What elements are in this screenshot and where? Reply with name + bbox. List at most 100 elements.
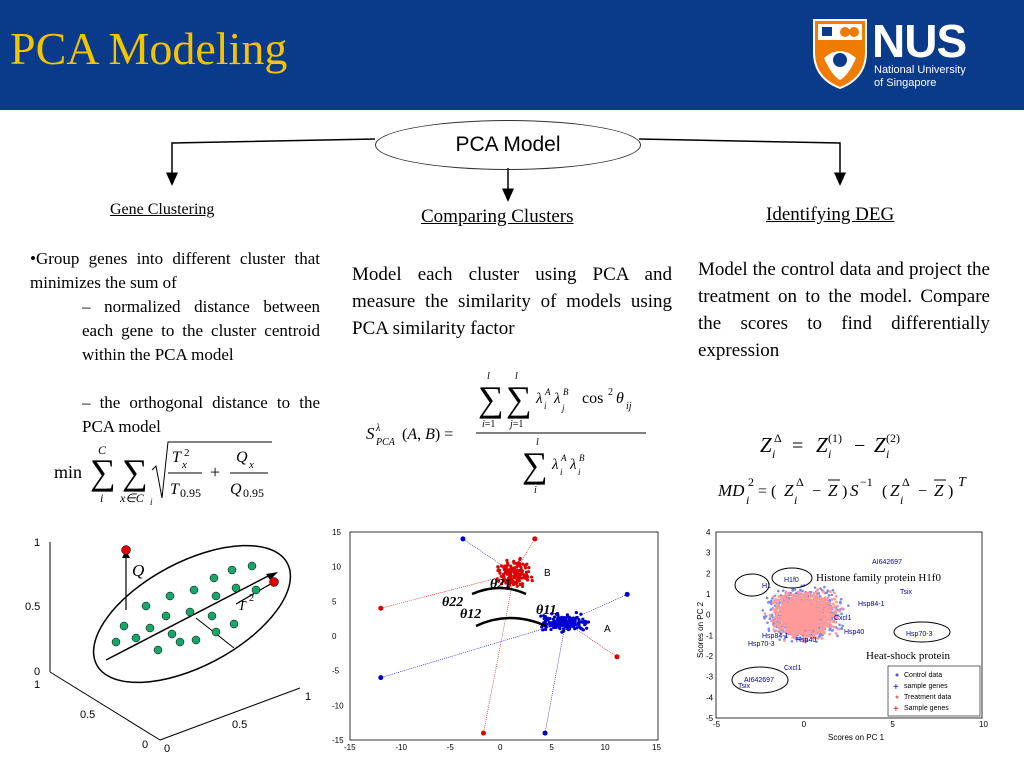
right-treatment-point [813, 595, 816, 599]
mid-point-b [523, 563, 527, 567]
right-control-point [827, 594, 831, 597]
svg-text:2: 2 [608, 387, 613, 398]
mid-point-b [525, 578, 530, 582]
right-control-point [776, 589, 780, 593]
right-control-point [778, 638, 781, 641]
right-control-point [769, 608, 773, 611]
svg-text:T: T [958, 475, 967, 490]
legend-treatment: Treatment data [904, 694, 951, 701]
right-treatment-point [837, 627, 841, 631]
right-treatment-point [771, 601, 775, 605]
right-treatment-point [798, 631, 802, 635]
right-treatment-point [805, 637, 809, 641]
right-treatment-point [809, 616, 813, 620]
right-control-point [764, 615, 768, 618]
right-treatment-point [783, 610, 787, 614]
svg-text:(: ( [882, 483, 887, 500]
mid-point-a [574, 610, 578, 615]
mid-x-tick: -10 [395, 743, 407, 752]
right-control-point [847, 604, 850, 607]
mid-point-a [552, 619, 556, 623]
mid-point-b [514, 572, 518, 576]
svg-text:x∈C: x∈C [119, 491, 145, 505]
mid-point-b [515, 581, 519, 586]
svg-text:i: i [794, 493, 797, 507]
mid-point-b [509, 564, 513, 568]
mid-point-a [549, 627, 553, 632]
right-treatment-point [791, 616, 795, 619]
right-control-point [761, 609, 765, 612]
right-treatment-point [825, 604, 829, 608]
right-treatment-point [810, 594, 814, 597]
svg-text:min: min [54, 462, 82, 482]
svg-text:∑: ∑ [522, 445, 548, 485]
right-treatment-point [793, 593, 797, 597]
mid-point-a [543, 627, 548, 632]
mid-point-a [542, 617, 546, 621]
right-y-tick: -2 [706, 652, 714, 661]
svg-text:−: − [918, 483, 927, 500]
annotation-heat-shock: Heat-shock protein [866, 650, 950, 662]
right-treatment-point [820, 621, 824, 625]
right-treatment-point [779, 608, 783, 611]
gene-label-13: AI642697 [744, 677, 774, 684]
comparing-clusters-heading: Comparing Clusters [421, 206, 574, 227]
comparing-clusters-body: Model each cluster using PCA and measure… [352, 264, 672, 339]
right-treatment-point [811, 625, 815, 629]
mid-vector-head [614, 654, 620, 660]
right-control-point [796, 636, 800, 640]
svg-text:i: i [150, 497, 153, 507]
right-treatment-point [787, 627, 791, 630]
identifying-deg-body: Model the control data and project the t… [698, 259, 990, 361]
deg-formula: Z i Δ = Z i (1) − Z i (2) MD i 2 = ( Z i… [717, 431, 967, 507]
right-legend: Control data sample genes Treatment data… [887, 665, 981, 717]
right-treatment-point [805, 623, 809, 627]
svg-text:∑: ∑ [478, 379, 504, 419]
right-control-point [839, 597, 843, 601]
mid-point-b [518, 569, 522, 573]
mid-point-b [508, 574, 512, 579]
svg-text:−1: −1 [860, 475, 873, 489]
right-treatment-point [774, 614, 778, 617]
mid-point-a [555, 622, 559, 626]
mid-pc-vector [380, 573, 515, 609]
mid-point-a [556, 613, 560, 618]
right-treatment-point [796, 603, 799, 607]
right-treatment-point [798, 607, 802, 611]
right-treatment-point [791, 593, 795, 597]
mid-point-a [561, 627, 566, 631]
legend-sample-genes-blue: sample genes [904, 683, 948, 690]
mid-point-a [577, 624, 581, 629]
left-x-tick-2: 0.5 [80, 709, 95, 721]
right-treatment-point [805, 611, 808, 615]
right-treatment-point [796, 627, 800, 631]
right-treatment-point [791, 605, 795, 609]
mid-point-a [565, 613, 570, 617]
mid-point-b [508, 577, 512, 581]
legend-sample-genes-red: Sample genes [904, 705, 949, 712]
right-y-tick: 0 [706, 611, 711, 620]
right-treatment-point [775, 611, 779, 614]
right-y-tick: 3 [706, 549, 711, 558]
svg-text:j=1: j=1 [508, 419, 523, 430]
right-treatment-point [772, 620, 776, 623]
right-treatment-point [795, 632, 799, 635]
right-treatment-point [815, 599, 819, 602]
right-treatment-point [785, 629, 789, 633]
mid-x-tick: 15 [652, 743, 661, 752]
gene-label-3: H1 [762, 583, 771, 590]
mid-y-tick: -15 [332, 736, 344, 745]
svg-text:B: B [563, 387, 569, 397]
svg-text:λ: λ [551, 457, 559, 473]
svg-text:Z: Z [934, 481, 944, 500]
mid-point-a [558, 621, 563, 626]
right-treatment-point [820, 609, 824, 613]
mid-point-a [568, 620, 572, 624]
gene-label-14: Tsix [738, 683, 751, 690]
right-y-tick: 4 [706, 528, 711, 537]
svg-text:S: S [850, 481, 859, 500]
left-x-tick-1: 1 [34, 679, 40, 691]
right-treatment-point [840, 607, 844, 610]
right-treatment-point [814, 632, 818, 636]
